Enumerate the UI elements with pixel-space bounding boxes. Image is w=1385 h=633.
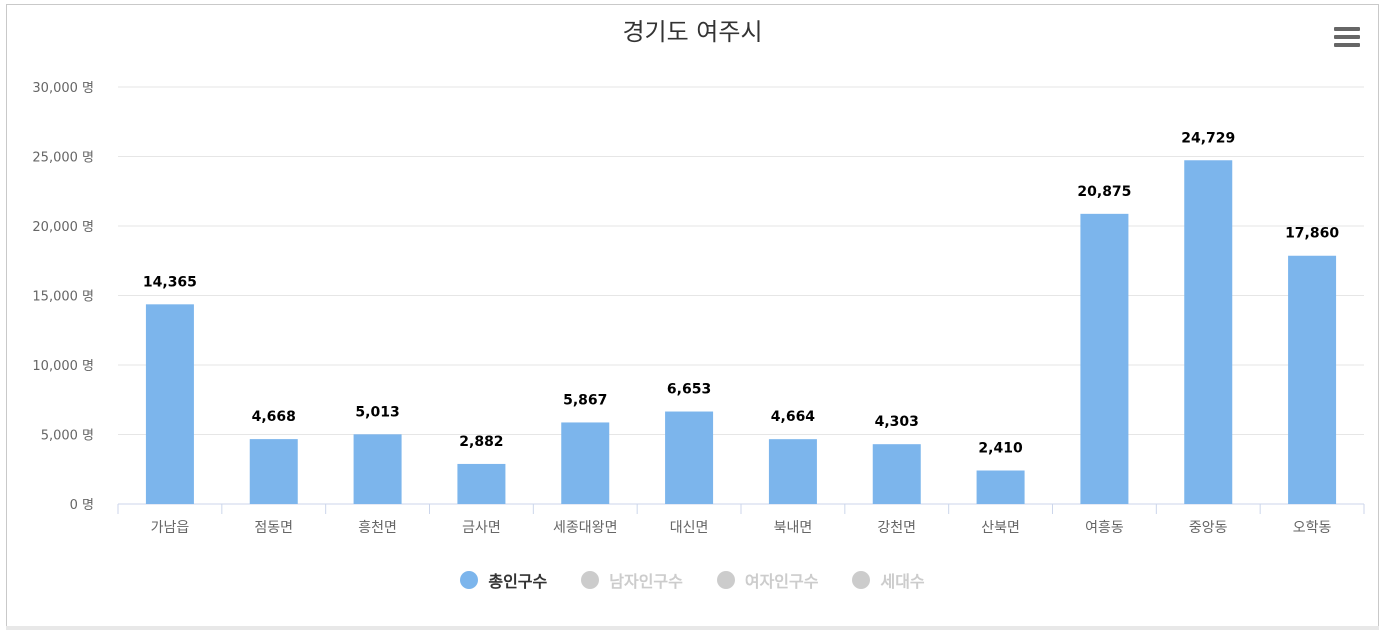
x-tick-label: 여흥동 — [1085, 520, 1124, 536]
container-bottom-edge — [6, 626, 1379, 630]
y-tick-label: 30,000 명 — [32, 81, 94, 96]
y-tick-label: 20,000 명 — [32, 220, 94, 235]
bar — [1080, 213, 1129, 504]
bar — [665, 411, 714, 504]
data-label: 2,882 — [459, 434, 503, 450]
x-tick-label: 산북면 — [981, 520, 1020, 536]
x-tick-label: 대신면 — [670, 520, 709, 536]
y-tick-label: 0 명 — [70, 498, 94, 513]
x-tick-label: 가남읍 — [151, 520, 190, 536]
legend-label: 세대수 — [880, 572, 925, 591]
legend-item-total-population[interactable]: 총인구수 — [460, 568, 547, 592]
y-tick-label: 5,000 명 — [41, 429, 94, 444]
data-label: 24,729 — [1181, 130, 1235, 146]
legend-label: 남자인구수 — [609, 572, 683, 591]
chart-legend: 총인구수 남자인구수 여자인구수 세대수 — [0, 568, 1385, 592]
x-tick-label: 금사면 — [462, 520, 501, 536]
legend-marker — [852, 571, 871, 589]
bar — [249, 439, 298, 504]
data-label: 2,410 — [978, 441, 1023, 457]
x-tick-label: 오학동 — [1293, 520, 1332, 536]
legend-marker — [581, 571, 600, 589]
data-label: 4,664 — [771, 409, 816, 425]
data-label: 20,875 — [1077, 184, 1131, 200]
legend-item-male-population[interactable]: 남자인구수 — [581, 568, 683, 592]
x-tick-label: 흥천면 — [358, 520, 397, 536]
y-tick-label: 10,000 명 — [32, 359, 94, 374]
legend-item-households[interactable]: 세대수 — [852, 568, 925, 592]
hamburger-menu-icon — [1334, 27, 1360, 47]
y-tick-label: 25,000 명 — [32, 151, 94, 166]
bar — [1288, 255, 1337, 504]
chart-menu-button[interactable] — [1330, 24, 1364, 52]
x-tick-label: 북내면 — [774, 520, 813, 536]
bar — [457, 463, 506, 504]
x-tick-label: 중앙동 — [1189, 520, 1228, 536]
data-label: 5,867 — [563, 392, 607, 408]
x-tick-label: 강천면 — [877, 520, 916, 536]
data-label: 4,668 — [252, 409, 296, 425]
bar — [872, 444, 921, 504]
x-tick-label: 세종대왕면 — [553, 520, 617, 536]
chart-container — [6, 4, 1379, 629]
bar — [768, 439, 817, 504]
bar — [353, 434, 402, 504]
y-tick-label: 15,000 명 — [32, 290, 94, 305]
legend-item-female-population[interactable]: 여자인구수 — [716, 568, 819, 592]
legend-label: 여자인구수 — [744, 572, 819, 591]
data-label: 14,365 — [143, 274, 197, 290]
data-label: 4,303 — [875, 414, 919, 430]
data-label: 5,013 — [355, 404, 399, 420]
chart-title: 경기도 여주시 — [622, 18, 763, 46]
bar — [1184, 160, 1233, 504]
data-label: 17,860 — [1285, 226, 1339, 242]
bar — [976, 470, 1025, 504]
legend-marker — [460, 571, 479, 589]
legend-label: 총인구수 — [488, 572, 548, 591]
legend-marker — [716, 571, 735, 589]
bar — [145, 304, 194, 504]
x-tick-label: 점동면 — [254, 520, 293, 536]
bar — [561, 422, 610, 504]
data-label: 6,653 — [667, 382, 711, 398]
